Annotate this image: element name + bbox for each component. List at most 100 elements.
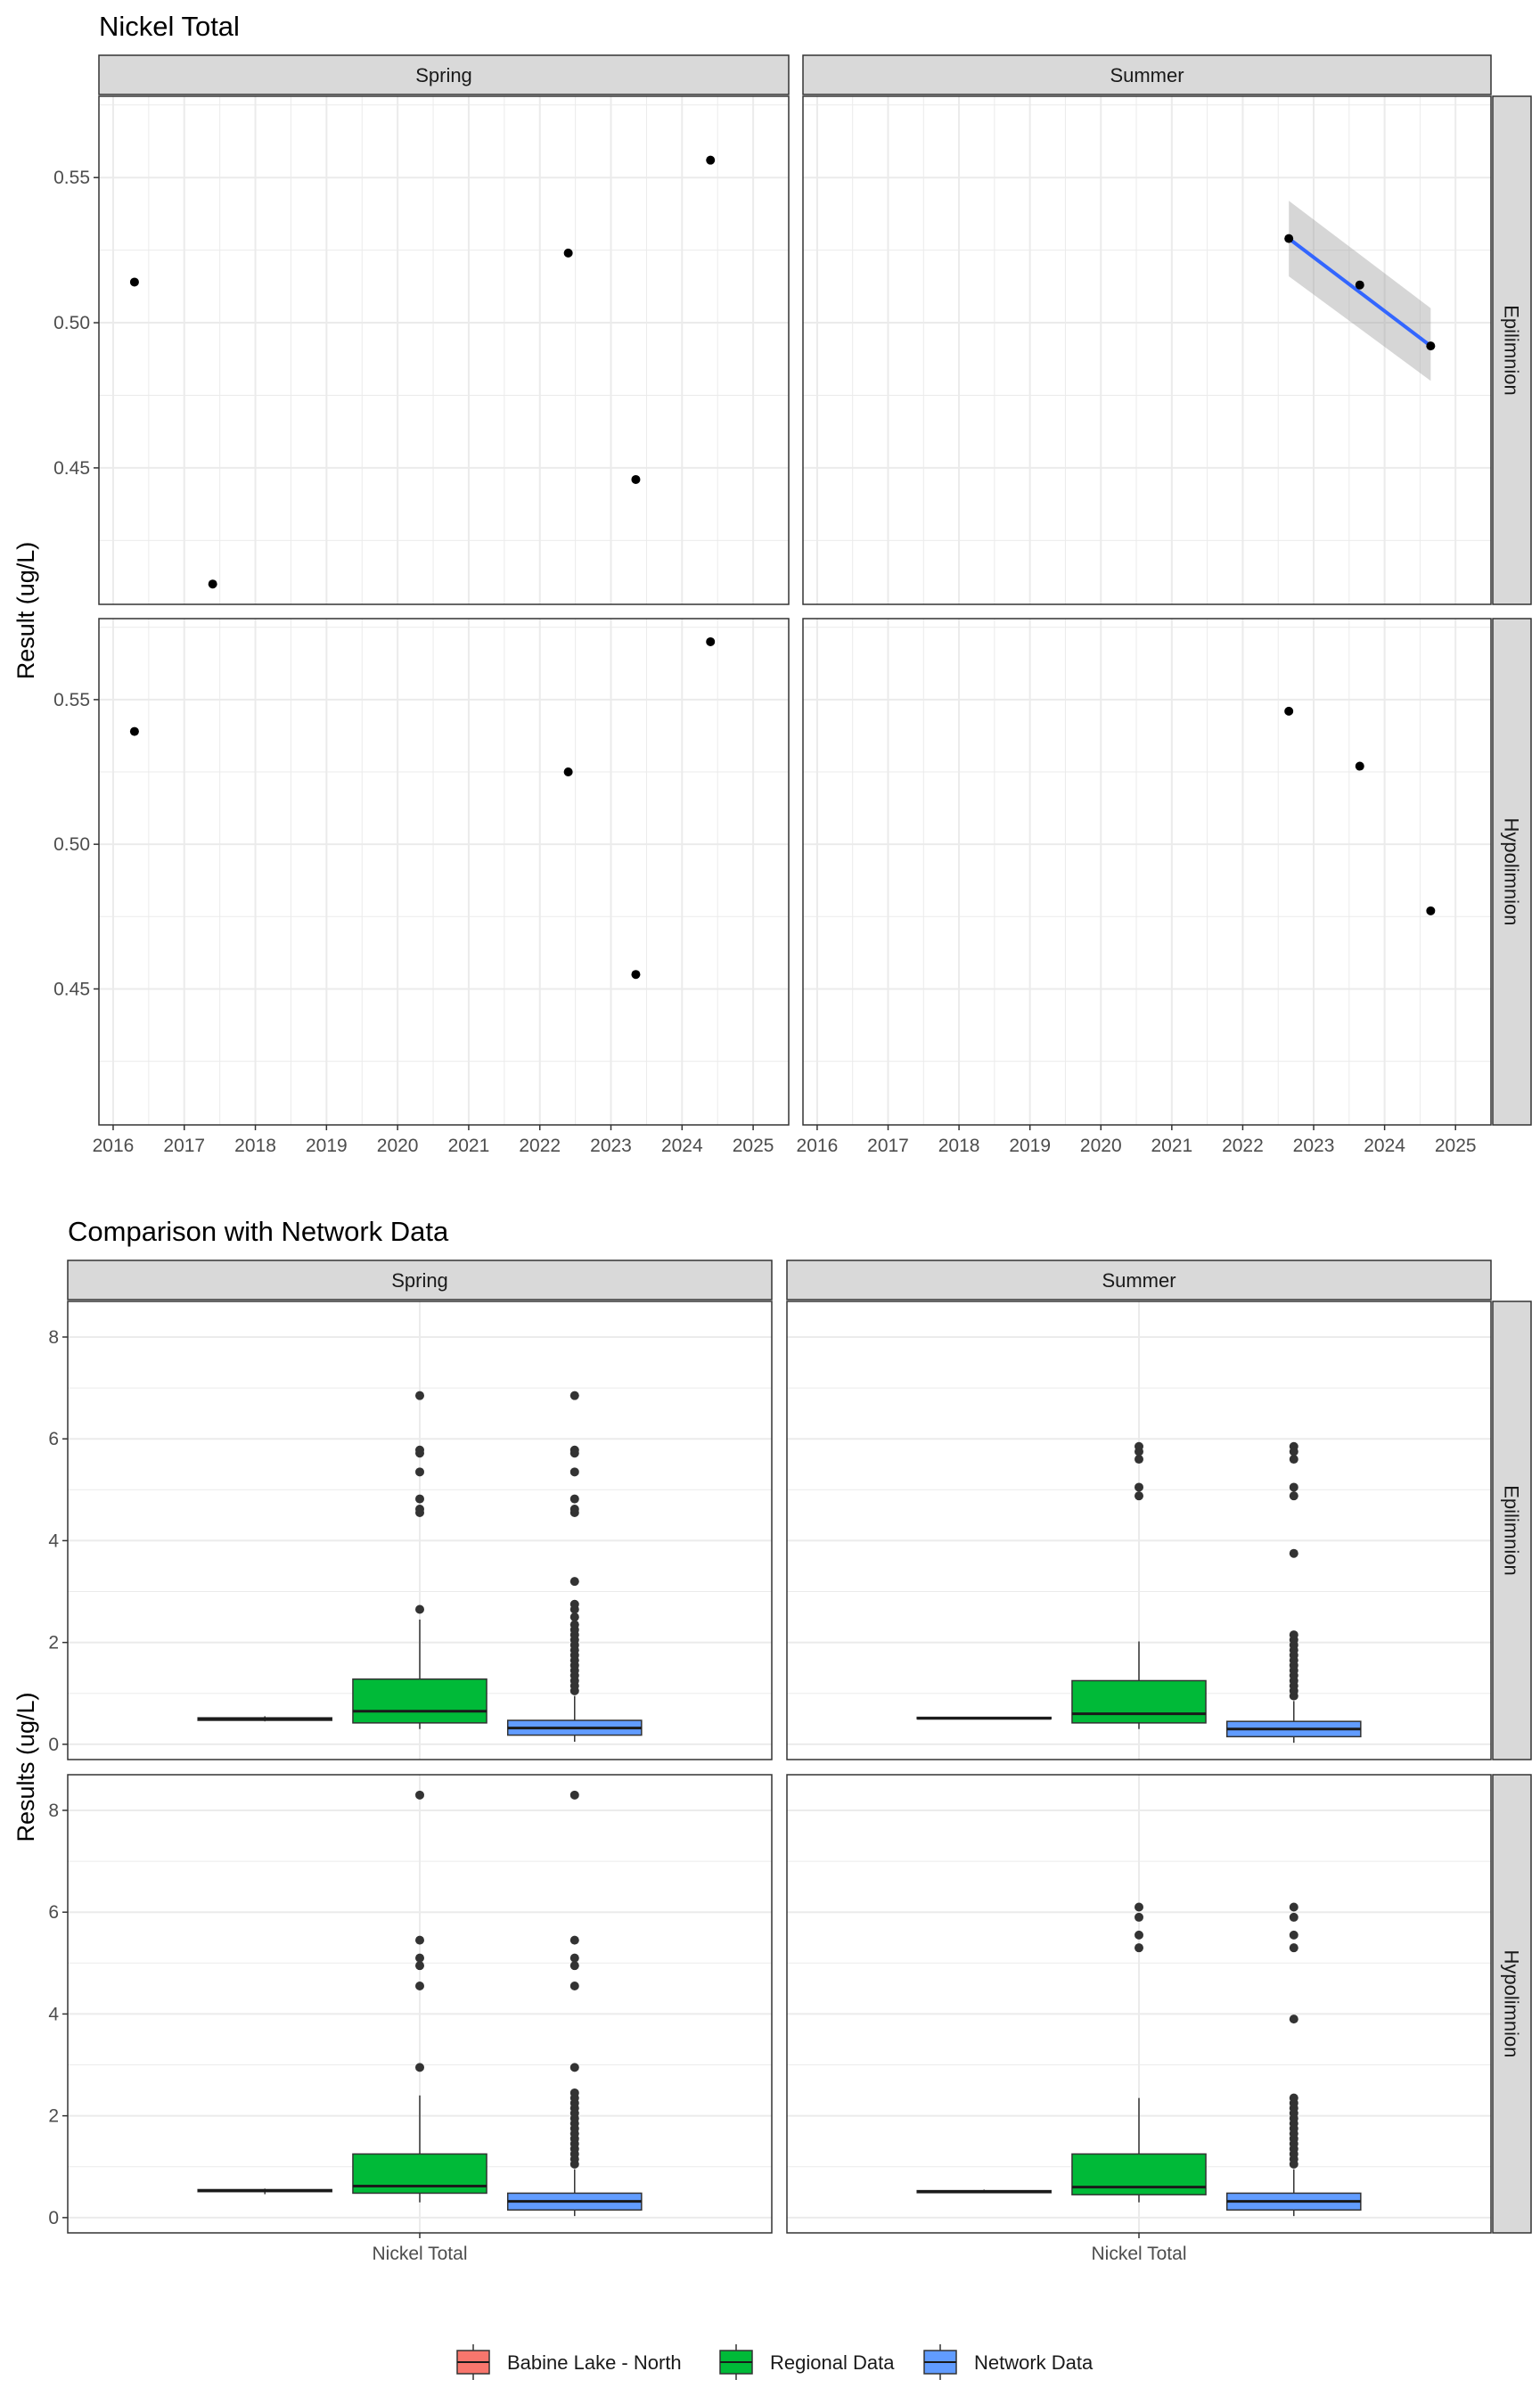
outlier-point (1135, 1441, 1143, 1451)
network-comparison-chart: Comparison with Network Data Results (ug/… (12, 1216, 1532, 2264)
panel-border (67, 1301, 773, 1760)
outlier-point (415, 1982, 424, 1991)
strip-row-1 (1492, 1774, 1532, 2234)
x-tick-label: 2019 (306, 1136, 348, 1156)
y-tick-label: 8 (48, 1801, 59, 1821)
panel-border (786, 1301, 1492, 1760)
data-point (129, 726, 139, 736)
outlier-point (1289, 2093, 1298, 2103)
x-tick-label: Nickel Total (1092, 2244, 1187, 2264)
outlier-point (569, 1612, 579, 1622)
panel-background (803, 96, 1491, 604)
strip-label-row-0: Epilimnion (1501, 1485, 1523, 1576)
strip-label-row-1: Hypolimnion (1501, 1949, 1523, 2057)
outlier-point (569, 1505, 579, 1514)
data-point (1355, 761, 1364, 771)
outlier-point (569, 1494, 579, 1504)
outlier-point (415, 1935, 424, 1945)
outlier-point (415, 1604, 424, 1614)
panel-border (98, 95, 790, 605)
outlier-point (1289, 1930, 1298, 1940)
outlier-point (569, 1391, 579, 1400)
box-regional-data (352, 1790, 487, 2203)
strip-row-1 (1492, 618, 1532, 1126)
data-point (1426, 341, 1436, 351)
x-tick-label: 2024 (661, 1136, 703, 1156)
legend-entry-babine-lake-north: Babine Lake - North (456, 2344, 682, 2380)
data-point (631, 474, 641, 484)
x-tick-label: 2025 (1435, 1136, 1477, 1156)
data-point (1426, 906, 1436, 915)
nickel-total-chart: Nickel Total Result (ug/L) Spring Summer Epi… (12, 11, 1532, 1156)
outlier-point (1289, 1902, 1298, 1912)
box-regional-data (1071, 1902, 1207, 2203)
data-point (1284, 706, 1294, 716)
panel-3 (786, 1774, 1492, 2234)
x-tick-label: Nickel Total (373, 2244, 468, 2264)
data-point (1355, 280, 1364, 290)
outlier-point (1135, 1491, 1143, 1501)
data-point (631, 970, 641, 980)
legend-entry-regional-data: Regional Data (719, 2344, 895, 2380)
legend-label: Babine Lake - North (507, 2351, 682, 2374)
panel-border (802, 618, 1492, 1126)
x-tick-label: 2025 (733, 1136, 774, 1156)
outlier-point (415, 1961, 424, 1971)
strip-col-1 (786, 1260, 1492, 1301)
y-tick-label: 0.55 (53, 690, 90, 710)
legend-label: Network Data (974, 2351, 1094, 2374)
y-axis-title: Result (ug/L) (12, 542, 39, 680)
chart-title: Comparison with Network Data (68, 1216, 449, 1247)
box-network-data (506, 1790, 643, 2217)
outlier-point (1289, 1548, 1298, 1558)
x-tick-label: 2021 (1151, 1136, 1192, 1156)
panel-border (802, 95, 1492, 605)
outlier-point (569, 1620, 579, 1629)
x-tick-label: 2019 (1009, 1136, 1051, 1156)
outlier-point (415, 1505, 424, 1514)
outlier-point (569, 1445, 579, 1455)
box-body (352, 1678, 487, 1724)
y-tick-label: 0.50 (53, 313, 90, 333)
y-tick-label: 2 (48, 1633, 59, 1653)
x-tick-label: 2017 (163, 1136, 205, 1156)
y-tick-label: 6 (48, 1902, 59, 1923)
y-tick-label: 0.55 (53, 168, 90, 188)
data-point (563, 248, 573, 258)
data-point (706, 155, 716, 165)
outlier-point (1135, 1902, 1143, 1912)
panel-background (99, 619, 789, 1125)
box-babine-lake-north (197, 1716, 333, 1722)
outlier-point (1289, 1482, 1298, 1492)
outlier-point (569, 1961, 579, 1971)
x-tick-label: 2022 (1222, 1136, 1264, 1156)
panel-2 (67, 1774, 773, 2234)
strip-col-1 (802, 54, 1492, 95)
outlier-point (1289, 1491, 1298, 1501)
x-tick-label: 2023 (590, 1136, 632, 1156)
panel-border (98, 618, 790, 1126)
y-tick-label: 4 (48, 1530, 59, 1551)
strip-row-0 (1492, 1301, 1532, 1760)
panel-0 (67, 1301, 773, 1760)
outlier-point (1135, 1943, 1143, 1953)
strip-label-col-0: Spring (415, 64, 472, 86)
x-tick-label: 2018 (234, 1136, 276, 1156)
box-body (1071, 2153, 1207, 2195)
strip-label-col-1: Summer (1102, 1269, 1175, 1292)
y-axis-title: Results (ug/L) (12, 1692, 39, 1842)
x-tick-label: 2017 (867, 1136, 909, 1156)
y-tick-label: 0.45 (53, 979, 90, 999)
trend-line (1287, 237, 1432, 348)
outlier-point (1289, 1441, 1298, 1451)
box-regional-data (352, 1391, 487, 1729)
outlier-point (569, 1935, 579, 1945)
outlier-point (1289, 1912, 1298, 1922)
outlier-point (569, 1467, 579, 1477)
legend: Babine Lake - North Regional Data Network … (456, 2344, 1094, 2380)
x-tick-label: 2023 (1293, 1136, 1335, 1156)
box-body (1071, 1679, 1207, 1724)
x-tick-label: 2024 (1364, 1136, 1405, 1156)
outlier-point (569, 2088, 579, 2097)
